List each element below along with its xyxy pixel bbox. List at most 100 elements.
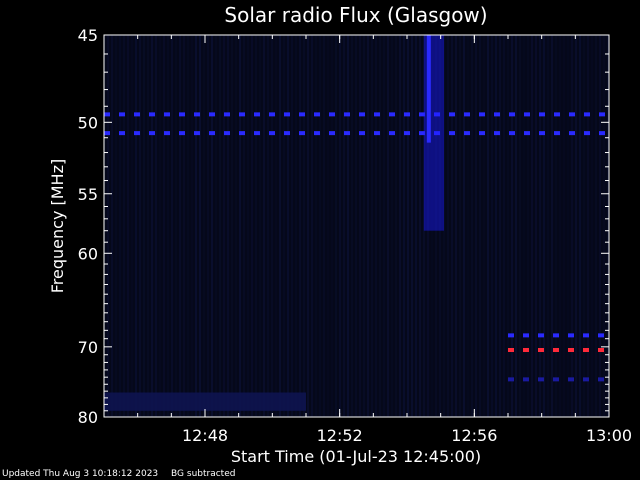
noise-streak (547, 35, 549, 417)
noise-streak (159, 35, 161, 417)
noise-streak (171, 35, 173, 417)
noise-streak (355, 35, 357, 417)
noise-streak (383, 35, 385, 417)
noise-streak (191, 35, 193, 417)
noise-streak (247, 35, 249, 417)
noise-streak (343, 35, 345, 417)
radio-burst-core (426, 35, 431, 143)
noise-streak (367, 35, 369, 417)
bg-subtracted-note: BG subtracted (171, 469, 236, 479)
noise-streak (335, 35, 337, 417)
plot-area (104, 35, 609, 417)
noise-streak (255, 35, 257, 417)
noise-streak (503, 35, 505, 417)
noise-streak (175, 35, 177, 417)
noise-streak (515, 35, 517, 417)
plot-frame (103, 34, 610, 418)
noise-streak (371, 35, 373, 417)
noise-streak (107, 35, 109, 417)
noise-streak (407, 35, 409, 417)
noise-streak (491, 35, 493, 417)
noise-streak (551, 35, 553, 417)
noise-streak (475, 35, 477, 417)
noise-streak (495, 35, 497, 417)
axis-ticks: 12:48 12:52 12:56 13:00 45 50 55 60 70 80 (78, 26, 632, 445)
noise-streak (599, 35, 601, 417)
chart-title: Solar radio Flux (Glasgow) (224, 3, 487, 27)
noise-streak (187, 35, 189, 417)
noise-streak (443, 35, 445, 417)
noise-streak (519, 35, 521, 417)
noise-streak (415, 35, 417, 417)
noise-streak (463, 35, 465, 417)
noise-streak (455, 35, 457, 417)
footer-status: Updated Thu Aug 3 10:18:12 2023 BG subtr… (2, 469, 245, 479)
x-tick-label: 12:48 (182, 426, 228, 445)
noise-streak (287, 35, 289, 417)
x-tick-label: 12:56 (451, 426, 497, 445)
noise-streak (559, 35, 561, 417)
noise-streak (215, 35, 217, 417)
noise-streak (431, 35, 433, 417)
noise-streak (315, 35, 317, 417)
noise-streak (227, 35, 229, 417)
noise-streak (211, 35, 213, 417)
noise-streak (575, 35, 577, 417)
x-tick-label: 13:00 (586, 426, 632, 445)
noise-streak (307, 35, 309, 417)
y-tick-label: 70 (78, 338, 98, 357)
noise-streak (603, 35, 605, 417)
noise-streak (439, 35, 441, 417)
x-axis-label: Start Time (01-Jul-23 12:45:00) (231, 447, 481, 466)
noise-streak (487, 35, 489, 417)
noise-streak (531, 35, 533, 417)
noise-streak (567, 35, 569, 417)
noise-streak (527, 35, 529, 417)
noise-streak (399, 35, 401, 417)
noise-streak (279, 35, 281, 417)
noise-streak (351, 35, 353, 417)
noise-streak (267, 35, 269, 417)
noise-streak (595, 35, 597, 417)
noise-streak (391, 35, 393, 417)
noise-streak (375, 35, 377, 417)
noise-streak (223, 35, 225, 417)
noise-streak (147, 35, 149, 417)
noise-streak (423, 35, 425, 417)
noise-streak (291, 35, 293, 417)
noise-streak (411, 35, 413, 417)
noise-streak (447, 35, 449, 417)
noise-streak (263, 35, 265, 417)
noise-streak (163, 35, 165, 417)
noise-streak (183, 35, 185, 417)
x-tick-label: 12:52 (317, 426, 363, 445)
noise-streak (283, 35, 285, 417)
noise-streak (571, 35, 573, 417)
noise-streak (471, 35, 473, 417)
noise-streak (203, 35, 205, 417)
noise-streak (331, 35, 333, 417)
noise-streak (451, 35, 453, 417)
noise-streak (403, 35, 405, 417)
noise-streak (135, 35, 137, 417)
noise-streak (379, 35, 381, 417)
y-tick-label: 80 (78, 408, 98, 427)
noise-streak (295, 35, 297, 417)
noise-streak (543, 35, 545, 417)
noise-streak (179, 35, 181, 417)
noise-streak (327, 35, 329, 417)
noise-streak (587, 35, 589, 417)
noise-streak (127, 35, 129, 417)
noise-streak (299, 35, 301, 417)
noise-streak (139, 35, 141, 417)
spectrogram-features (104, 35, 609, 411)
y-tick-label: 60 (78, 244, 98, 263)
noise-streak (259, 35, 261, 417)
noise-streak (479, 35, 481, 417)
updated-timestamp: Updated Thu Aug 3 10:18:12 2023 (2, 469, 159, 479)
noise-streak (167, 35, 169, 417)
noise-streak (507, 35, 509, 417)
noise-streak (119, 35, 121, 417)
noise-streak (319, 35, 321, 417)
